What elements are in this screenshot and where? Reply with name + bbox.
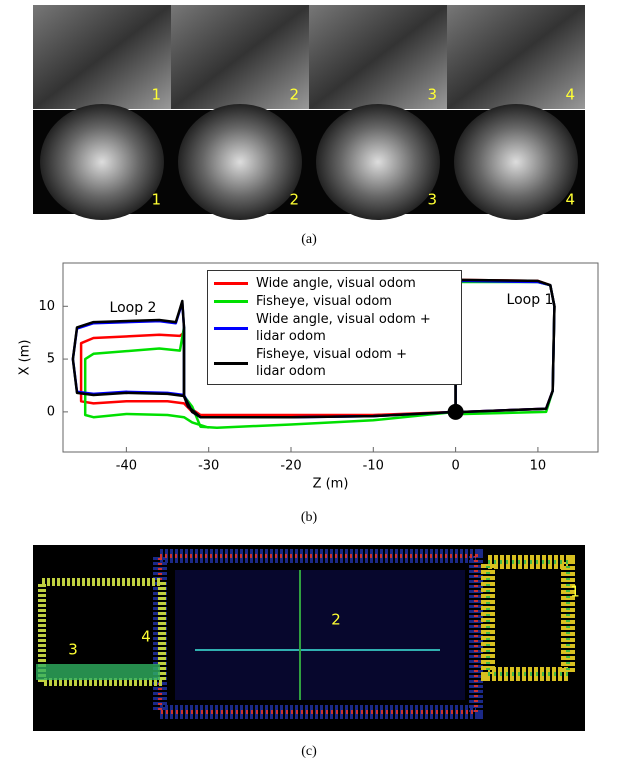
- legend-swatch: [214, 362, 248, 365]
- photo: [33, 5, 171, 109]
- legend-swatch: [214, 300, 248, 303]
- caption: (a): [301, 232, 317, 247]
- legend-label: Fisheye, visual odom: [256, 293, 456, 310]
- fisheye-view: [316, 104, 440, 220]
- photo-label: 1: [151, 86, 161, 104]
- legend-label: Fisheye, visual odom + lidar odom: [256, 346, 431, 380]
- caption: (b): [301, 510, 318, 525]
- photo: [309, 5, 447, 109]
- fisheye-view: [40, 104, 164, 220]
- caption: (c): [301, 744, 317, 759]
- x-tick-label: -40: [116, 459, 137, 474]
- point-cloud: [33, 545, 585, 731]
- photo: [171, 5, 309, 109]
- legend-label: Wide angle, visual odom + lidar odom: [256, 311, 431, 345]
- photo-grid: 1 2 3 4 1 2 3 4: [33, 5, 585, 220]
- legend-label: Wide angle, visual odom: [256, 275, 456, 292]
- y-tick-label: 0: [47, 404, 55, 419]
- legend-swatch: [214, 327, 248, 330]
- loop-annotation: Loop 1: [507, 292, 554, 308]
- legend-entry: Wide angle, visual odom + lidar odom: [208, 311, 461, 345]
- figure: 1 2 3 4 1 2 3 4 (a) -40 -30 -20 -10 0 10 0 5 10 Z (m) X (…: [0, 0, 618, 765]
- y-tick-label: 10: [38, 299, 55, 314]
- x-axis-label: Z (m): [313, 477, 349, 492]
- x-tick-label: 0: [451, 459, 459, 474]
- location-label: 4: [141, 628, 151, 646]
- photo-label: 3: [427, 191, 437, 209]
- x-tick-label: -30: [198, 459, 219, 474]
- x-tick-label: -10: [363, 459, 384, 474]
- legend-entry: Fisheye, visual odom: [208, 293, 461, 310]
- photo-label: 4: [565, 86, 575, 104]
- photo: [447, 5, 585, 109]
- y-axis-label: X (m): [18, 340, 33, 376]
- location-label: 1: [570, 583, 580, 601]
- photo-label: 3: [427, 86, 437, 104]
- y-tick-label: 5: [47, 352, 55, 367]
- photo-label: 2: [289, 86, 299, 104]
- x-tick-label: -20: [280, 459, 301, 474]
- x-tick-label: 10: [530, 459, 547, 474]
- legend-swatch: [214, 282, 248, 285]
- photo-label: 2: [289, 191, 299, 209]
- start-point: [448, 404, 464, 420]
- legend-entry: Wide angle, visual odom: [208, 275, 461, 292]
- loop-annotation: Loop 2: [110, 300, 157, 316]
- location-label: 2: [331, 611, 341, 629]
- photo-label: 4: [565, 191, 575, 209]
- fisheye-view: [178, 104, 302, 220]
- legend-entry: Fisheye, visual odom + lidar odom: [208, 346, 461, 380]
- fisheye-view: [454, 104, 578, 220]
- location-label: 3: [68, 641, 78, 659]
- photo-label: 1: [151, 191, 161, 209]
